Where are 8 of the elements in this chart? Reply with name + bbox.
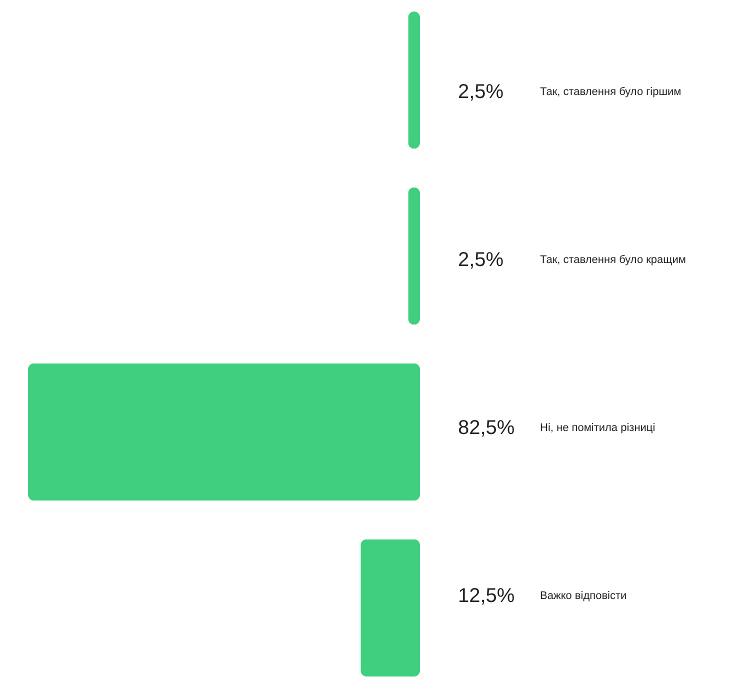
data-label: 12,5% xyxy=(458,585,515,607)
y-tick-label: Так, ставлення було кращим xyxy=(540,254,686,266)
y-tick-label: Так, ставлення було гіршим xyxy=(540,86,682,98)
data-label: 2,5% xyxy=(458,249,504,271)
data-label: 2,5% xyxy=(458,81,504,103)
y-tick-label: Ні, не помітила різниці xyxy=(540,422,656,434)
data-label: 82,5% xyxy=(458,417,515,439)
y-tick-label: Важко відповісти xyxy=(540,590,627,602)
